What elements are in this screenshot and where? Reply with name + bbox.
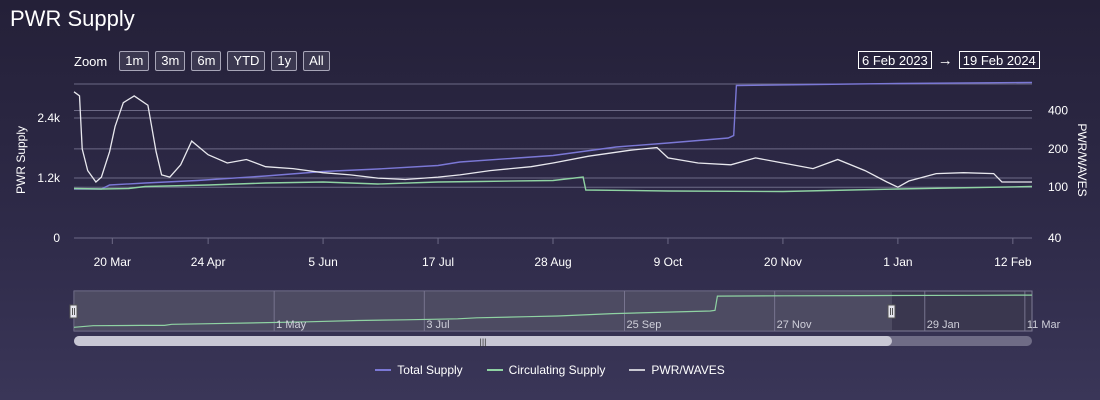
zoom-6m-button[interactable]: 6m [191,51,222,71]
navigator-tick-label: 29 Jan [927,319,960,331]
legend-swatch-total [375,369,392,371]
navigator-selected-range[interactable] [74,291,892,331]
scrollbar[interactable]: ||| [74,336,1032,347]
legend-swatch-circulating [486,369,503,371]
navigator-tick-label: 11 Mar [1027,319,1061,331]
page-title: PWR Supply [10,6,135,31]
series-total-supply-line [74,81,1033,190]
navigator-ticks: 1 May 3 Jul 25 Sep 27 Nov 29 Jan 11 Mar [276,319,1060,331]
scrollbar-thumb[interactable] [74,336,892,346]
navigator-tick-label: 3 Jul [426,319,449,331]
range-to-input[interactable]: 19 Feb 2024 [958,51,1040,69]
legend-label-pwr: PWR/WAVES [651,363,725,377]
navigator-series [73,294,1033,328]
navigator-tick-label: 25 Sep [626,319,661,331]
navigator-tick-label: 1 May [276,319,306,331]
date-range: 6 Feb 2023 → 19 Feb 2024 [858,51,1040,69]
x-tick-label: 1 Jan [883,255,912,269]
navigator[interactable]: 1 May 3 Jul 25 Sep 27 Nov 29 Jan 11 Mar [69,290,1061,332]
y-left-tick-label: 2.4k [37,111,61,125]
x-tick-label: 12 Feb [994,255,1032,269]
zoom-ytd-button[interactable]: YTD [227,51,266,71]
y-axis-left-label: PWR Supply [14,126,28,194]
grid-lines [74,83,1032,239]
zoom-1m-button[interactable]: 1m [119,51,150,71]
legend-swatch-pwr [629,369,646,371]
range-from-input[interactable]: 6 Feb 2023 [858,51,932,69]
navigator-right-handle[interactable] [887,304,896,319]
series-circulating-supply-line [73,176,1033,193]
scrollbar-grip-icon: ||| [479,337,486,347]
y-right-tick-label: 400 [1048,103,1068,117]
navigator-series-line [73,294,1033,328]
y-left-tick-label: 0 [53,231,60,245]
navigator-grid [273,291,1026,331]
axis-ticks: 40 100 200 400 0 1.2k 2.4k 20 Mar 24 Apr 5 Jun 17 … [37,103,1068,269]
legend-label-circulating: Circulating Supply [508,363,606,377]
legend-item-pwr-waves[interactable]: PWR/WAVES [629,363,725,377]
x-tick-label: 24 Apr [191,255,226,269]
y-right-tick-label: 40 [1048,231,1062,245]
navigator-left-handle[interactable] [69,304,78,319]
legend: Total Supply Circulating Supply PWR/WAVE… [0,363,1100,377]
range-arrow: → [937,51,953,69]
series-pwr-waves-line [73,91,1032,188]
y-axis-right-label: PWR/WAVES [1075,123,1089,196]
legend-label-total: Total Supply [397,363,463,377]
y-right-tick-label: 100 [1048,180,1068,194]
zoom-3m-button[interactable]: 3m [155,51,186,71]
x-tick-label: 17 Jul [422,255,454,269]
x-tick-label: 28 Aug [534,255,571,269]
series-lines [73,81,1033,193]
legend-item-circulating-supply[interactable]: Circulating Supply [486,363,606,377]
x-tick-label: 5 Jun [308,255,337,269]
x-tick-label: 20 Mar [94,255,131,269]
zoom-all-button[interactable]: All [303,51,330,71]
x-tick-label: 9 Oct [654,255,683,269]
x-tick-label: 20 Nov [764,255,802,269]
navigator-tick-label: 27 Nov [777,319,812,331]
y-left-tick-label: 1.2k [37,171,61,185]
legend-item-total-supply[interactable]: Total Supply [375,363,463,377]
zoom-controls: Zoom 1m 3m 6m YTD 1y All [74,51,330,71]
y-right-tick-label: 200 [1048,142,1068,156]
zoom-label: Zoom [74,53,108,69]
zoom-1y-button[interactable]: 1y [271,51,298,71]
